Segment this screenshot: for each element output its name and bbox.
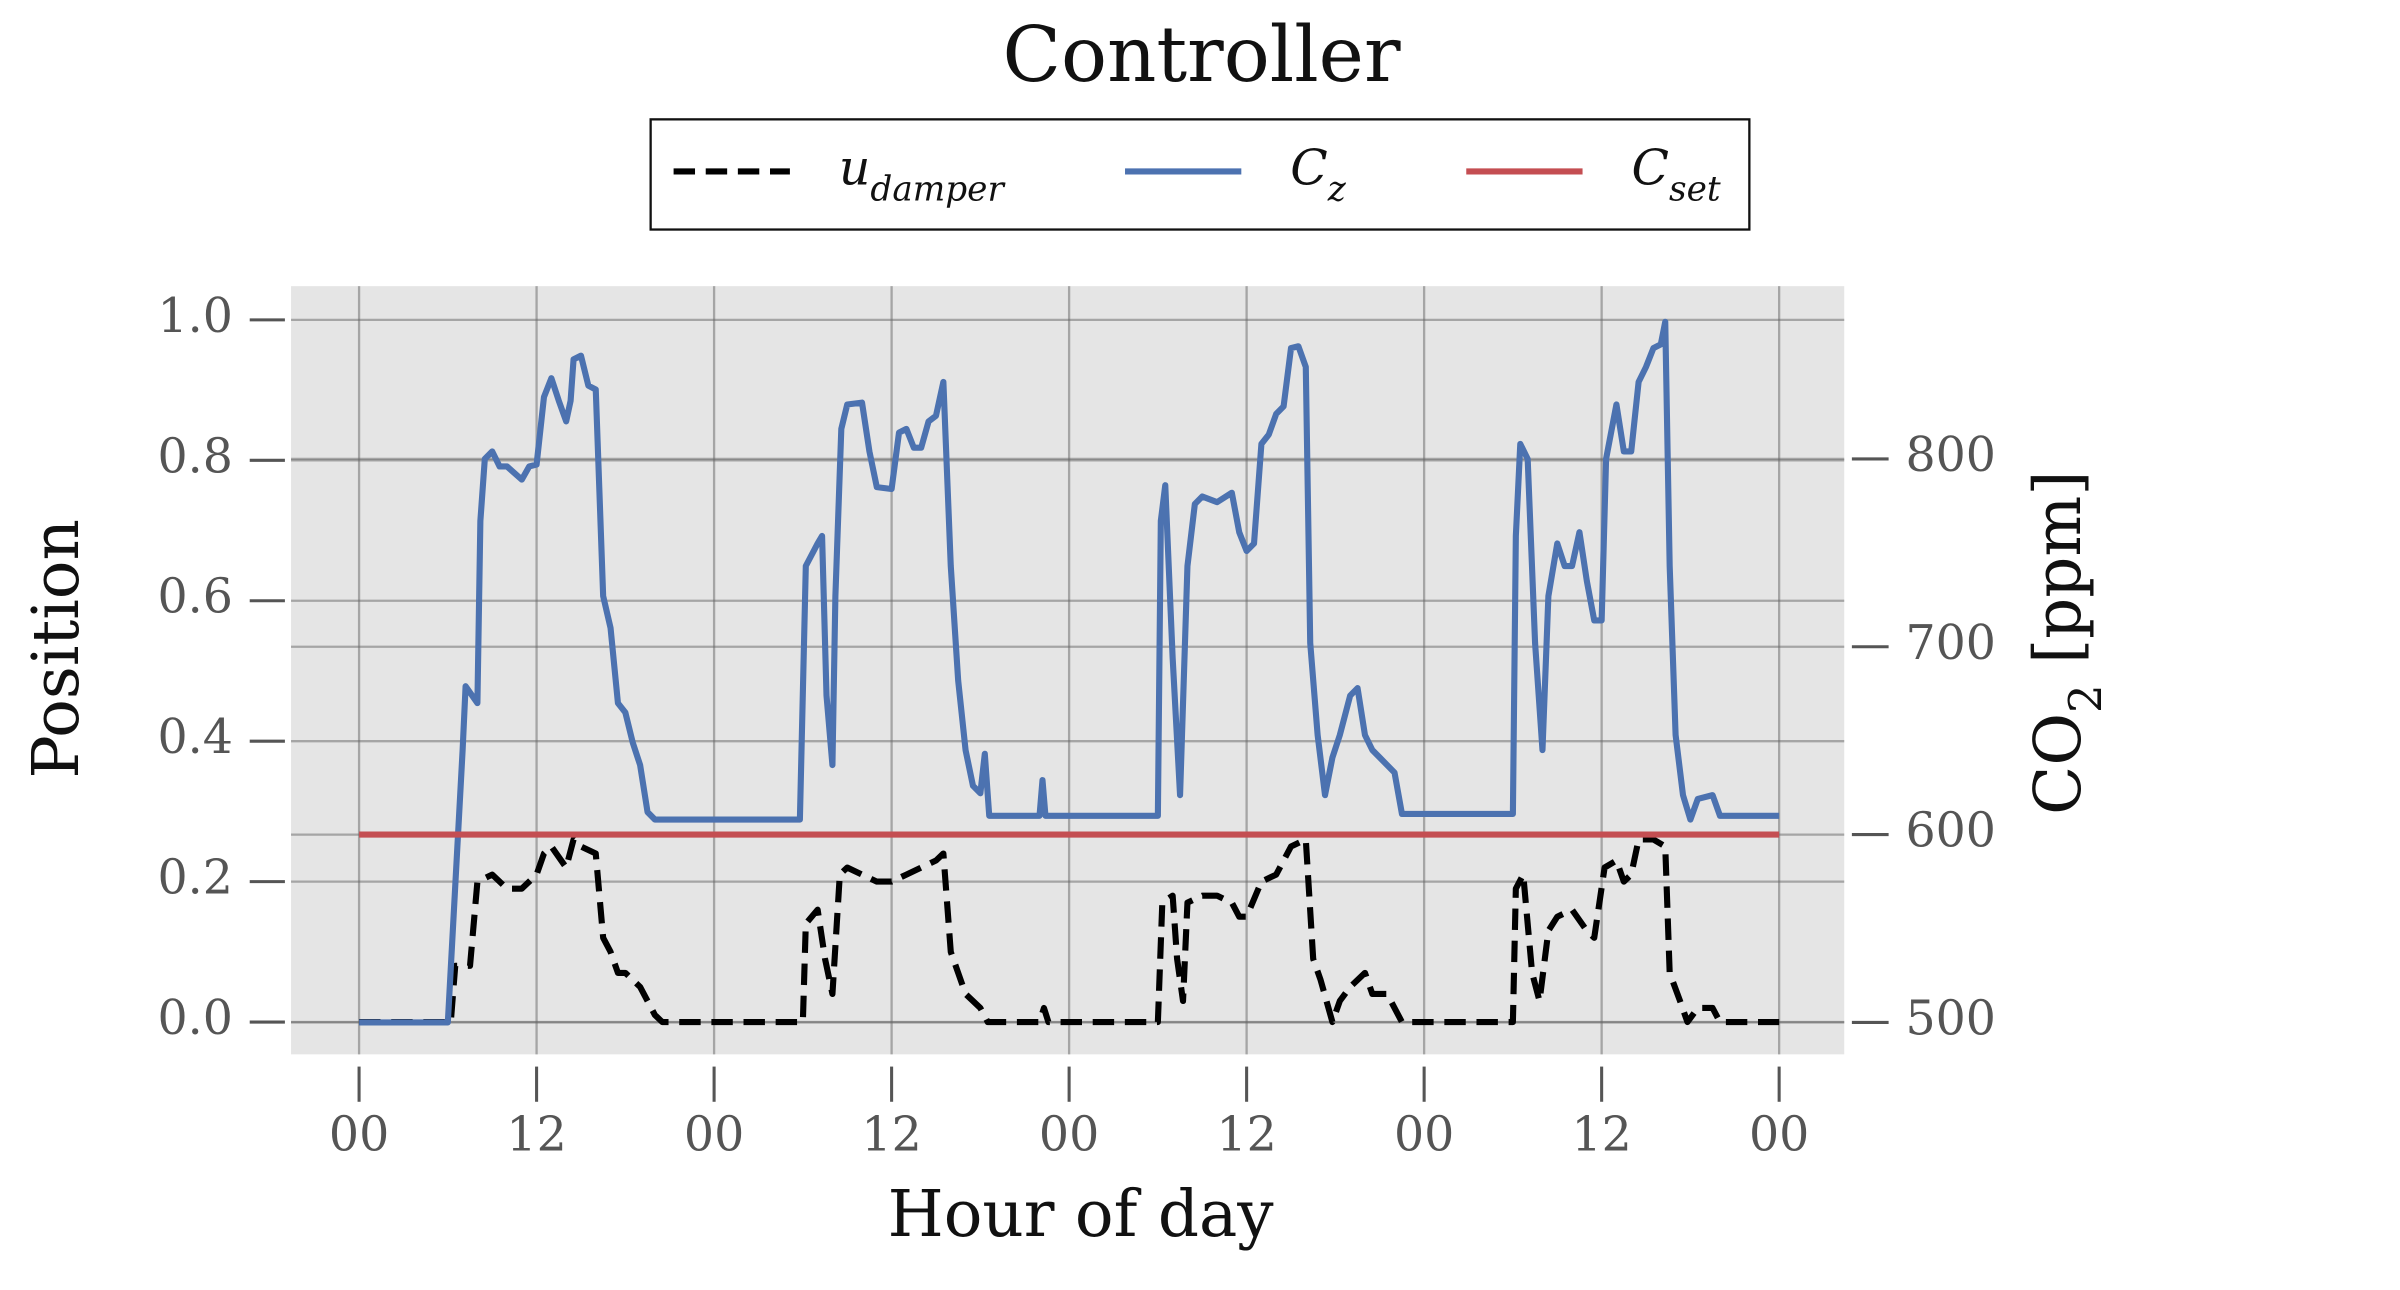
y2-tick-label: 500 — [1905, 991, 1996, 1046]
y2-axis-label: CO2 [ppm] — [2021, 471, 2113, 815]
x-tick-label: 00 — [1749, 1108, 1809, 1163]
x-tick-label: 00 — [1394, 1108, 1454, 1163]
y-tick-label: 0.0 — [157, 991, 232, 1046]
x-tick-label: 00 — [329, 1108, 389, 1163]
y2-tick-label: 600 — [1905, 804, 1996, 859]
y-tick-label: 0.6 — [157, 570, 232, 625]
legend-entries: udamper Cz Cset — [673, 139, 1721, 210]
plot-background — [291, 286, 1845, 1055]
series-line — [359, 318, 1780, 1026]
x-tick-label: 12 — [861, 1108, 921, 1163]
series-line — [359, 836, 1780, 1026]
y-tick-label: 0.8 — [157, 429, 232, 484]
legend-label: udamper — [839, 139, 1007, 210]
y-axis-label: Position — [19, 519, 94, 778]
x-tick-label: 12 — [506, 1108, 566, 1163]
y-tick-label: 0.2 — [157, 851, 232, 906]
y2-tick-label: 700 — [1905, 616, 1996, 671]
x-tick-label: 12 — [1571, 1108, 1631, 1163]
x-tick-label: 00 — [1039, 1108, 1099, 1163]
legend-label: Cset — [1632, 139, 1721, 210]
x-tick-label: 00 — [684, 1108, 744, 1163]
plot-area — [359, 318, 1780, 1026]
y-tick-label: 0.4 — [157, 710, 232, 765]
y2-tick-label: 800 — [1905, 428, 1996, 483]
legend-label: Cz — [1290, 139, 1346, 210]
axes: 00 12 00 12 00 12 00 12 00 0.0 0.2 0.4 0.6 0.8 1.0 500 6… — [157, 289, 1995, 1163]
y-tick-label: 1.0 — [157, 289, 232, 344]
x-tick-label: 12 — [1216, 1108, 1276, 1163]
chart-title: Controller — [1003, 11, 1401, 100]
x-axis-label: Hour of day — [888, 1177, 1275, 1252]
